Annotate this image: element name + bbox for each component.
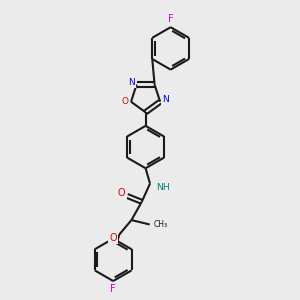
Text: F: F bbox=[168, 14, 173, 24]
Text: F: F bbox=[110, 284, 116, 294]
Text: NH: NH bbox=[157, 184, 170, 193]
Text: N: N bbox=[128, 78, 135, 87]
Text: O: O bbox=[121, 97, 128, 106]
Text: O: O bbox=[110, 233, 117, 243]
Text: N: N bbox=[162, 95, 169, 104]
Text: CH₃: CH₃ bbox=[153, 220, 167, 229]
Text: O: O bbox=[118, 188, 125, 198]
